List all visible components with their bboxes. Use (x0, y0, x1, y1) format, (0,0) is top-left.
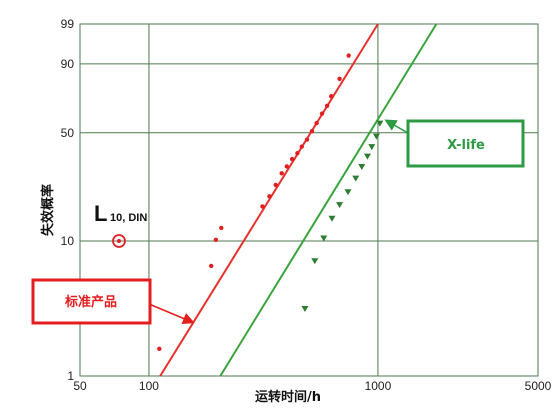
data-point-series-0 (208, 263, 214, 269)
data-point-series-0 (299, 144, 304, 149)
x-tick-label: 100 (139, 379, 159, 393)
data-point-series-0 (337, 76, 342, 82)
data-point-series-0 (284, 164, 290, 169)
fit-line-series-0 (159, 23, 379, 377)
data-point-series-0 (319, 111, 325, 116)
data-point-series-0 (213, 237, 219, 243)
data-point-series-1 (363, 153, 371, 160)
data-point-series-1 (376, 120, 384, 127)
data-point-series-0 (304, 137, 310, 142)
l10-marker: L 10, DIN (94, 201, 147, 248)
data-point-series-0 (314, 120, 319, 126)
x-tick-label: 50 (73, 379, 87, 393)
data-point-series-0 (267, 194, 272, 199)
l10-dot-marker (116, 239, 121, 244)
fit-line-series-1 (219, 23, 438, 377)
x-tick-labels: 50 100 1000 5000 (73, 379, 551, 393)
data-point-series-1 (311, 258, 319, 265)
callout-standard-box (31, 278, 152, 325)
data-point-series-1 (301, 306, 309, 313)
callout-xlife-box (406, 119, 525, 168)
data-point-series-0 (295, 150, 300, 156)
y-tick-label: 1 (67, 369, 74, 383)
x-tick-label: 1000 (365, 379, 392, 393)
l10-label-sub: 10, DIN (110, 212, 147, 224)
l10-ring-marker (112, 234, 126, 248)
data-point-series-1 (372, 133, 380, 140)
y-tick-label: 99 (61, 17, 75, 31)
data-point-series-1 (352, 175, 360, 182)
l10-label-main: L (94, 201, 107, 226)
data-point-series-0 (279, 171, 284, 176)
data-point-series-0 (273, 182, 278, 188)
data-point-series-1 (328, 215, 336, 222)
y-tick-label: 50 (61, 126, 75, 140)
y-tick-labels: 1 10 50 90 99 (61, 17, 75, 383)
data-point-series-1 (358, 163, 366, 170)
callout-standard-label: 标准产品 (64, 294, 117, 310)
y-tick-label: 90 (61, 57, 75, 71)
y-axis-title: 失效概率 (40, 184, 56, 236)
callout-xlife-arrow (384, 119, 409, 134)
fit-lines (159, 23, 438, 377)
plot-area (79, 23, 539, 377)
data-point-series-0 (328, 94, 334, 99)
data-point-series-0 (157, 346, 162, 352)
callout-xlife-label: X-life (447, 138, 485, 153)
data-point-series-0 (260, 204, 265, 209)
y-tick-label: 10 (61, 234, 75, 248)
callout-standard: 标准产品 (31, 278, 195, 325)
callout-standard-arrow (148, 303, 195, 325)
x-axis-title-box (232, 383, 344, 409)
data-point-series-1 (320, 235, 328, 242)
data-point-series-0 (346, 53, 351, 58)
data-point-series-0 (219, 225, 224, 231)
data-point-series-0 (309, 128, 315, 134)
callout-xlife: X-life (384, 119, 525, 168)
data-point-series-1 (368, 144, 376, 151)
data-point-series-0 (324, 103, 330, 109)
x-axis-title: 运转时间/h (255, 389, 321, 405)
data-point-series-1 (336, 202, 344, 209)
data-point-series-1 (344, 189, 352, 196)
x-tick-label: 5000 (525, 379, 552, 393)
data-point-series-0 (289, 156, 295, 162)
data-points (157, 53, 384, 352)
